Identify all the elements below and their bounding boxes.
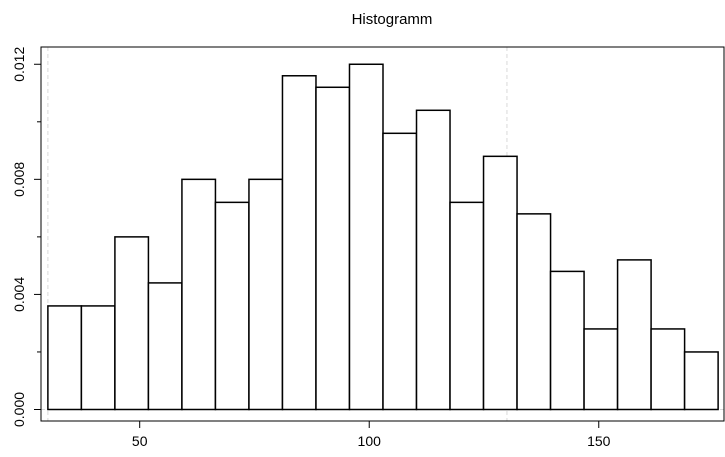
histogram-bar-12: [449, 201, 485, 411]
histogram-bar-6: [248, 178, 284, 411]
histogram-bar-1: [80, 305, 116, 411]
y-tick-label-2: 0.008: [11, 162, 27, 197]
chart-title: Histogramm: [352, 11, 433, 28]
x-tick-label-0: 50: [132, 433, 148, 449]
x-tick-label-1: 100: [358, 433, 382, 449]
histogram-bar-15: [549, 270, 585, 411]
histogram-bar-0: [47, 305, 83, 411]
histogram-bar-8: [315, 86, 351, 411]
y-tick-label-3: 0.012: [11, 47, 27, 82]
y-tick-label-1: 0.004: [11, 277, 27, 312]
histogram-bar-4: [181, 178, 217, 411]
plot-frame: [40, 46, 725, 422]
histogram-bar-19: [683, 351, 719, 411]
histogram-bar-14: [516, 213, 552, 411]
histogram-bar-13: [482, 155, 518, 411]
histogram-bar-2: [114, 236, 150, 411]
histogram-bar-7: [281, 75, 317, 411]
histogram-bar-5: [214, 201, 250, 411]
x-axis: 50 100 150: [132, 421, 611, 449]
y-axis: 0.000 0.004 0.008 0.012: [11, 47, 41, 427]
histogram-bar-18: [650, 328, 686, 411]
histogram-bar-10: [382, 132, 418, 411]
histogram-bar-9: [348, 63, 384, 411]
histogram-bar-16: [583, 328, 619, 411]
histogram-bar-11: [415, 109, 451, 411]
x-tick-label-2: 150: [587, 433, 611, 449]
histogram-bar-17: [616, 259, 652, 411]
bars: [47, 63, 719, 411]
histogram-bar-3: [147, 282, 183, 411]
y-tick-label-0: 0.000: [11, 392, 27, 427]
